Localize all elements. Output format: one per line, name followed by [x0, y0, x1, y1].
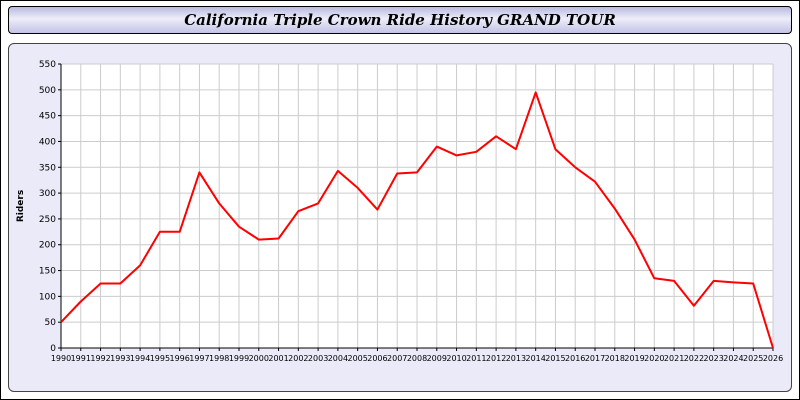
x-tick-label: 2025 [743, 354, 763, 363]
y-tick-label: 300 [39, 189, 56, 199]
x-tick-label: 2010 [446, 354, 466, 363]
x-tick-label: 1995 [150, 354, 170, 363]
x-tick-label: 1990 [51, 354, 71, 363]
y-tick-label: 500 [39, 86, 56, 96]
x-tick-label: 2022 [684, 354, 704, 363]
x-tick-label: 2001 [268, 354, 288, 363]
x-tick-label: 2003 [308, 354, 328, 363]
x-tick-label: 2007 [387, 354, 407, 363]
y-axis-title: Riders [16, 190, 26, 222]
x-tick-label: 1996 [169, 354, 189, 363]
x-tick-label: 2002 [288, 354, 308, 363]
y-tick-label: 550 [39, 60, 56, 70]
x-tick-label: 2026 [763, 354, 783, 363]
chart-title: California Triple Crown Ride History GRA… [184, 11, 616, 29]
x-tick-label: 2021 [664, 354, 684, 363]
x-tick-label: 2023 [703, 354, 723, 363]
x-tick-label: 1993 [110, 354, 130, 363]
x-tick-label: 1994 [130, 354, 150, 363]
x-tick-label: 2004 [328, 354, 348, 363]
x-tick-label: 1997 [189, 354, 209, 363]
x-tick-label: 2009 [427, 354, 447, 363]
x-tick-label: 2019 [624, 354, 644, 363]
y-tick-label: 250 [39, 215, 56, 225]
x-tick-label: 2006 [367, 354, 387, 363]
chart-title-bar: California Triple Crown Ride History GRA… [8, 6, 792, 34]
y-tick-label: 0 [50, 344, 56, 354]
x-tick-label: 2014 [525, 354, 545, 363]
x-tick-label: 2017 [585, 354, 605, 363]
x-tick-label: 2011 [466, 354, 486, 363]
y-tick-label: 100 [39, 292, 56, 302]
x-tick-label: 2015 [545, 354, 565, 363]
y-tick-label: 350 [39, 163, 56, 173]
x-tick-label: 2005 [347, 354, 367, 363]
y-tick-label: 400 [39, 137, 56, 147]
x-tick-label: 1998 [209, 354, 229, 363]
y-tick-label: 150 [39, 267, 56, 277]
y-tick-label: 450 [39, 112, 56, 122]
x-tick-label: 2016 [565, 354, 585, 363]
y-tick-label: 50 [45, 318, 57, 328]
x-tick-label: 2012 [486, 354, 506, 363]
x-tick-label: 2020 [644, 354, 664, 363]
x-tick-label: 1991 [71, 354, 91, 363]
x-tick-label: 1999 [229, 354, 249, 363]
x-tick-label: 1992 [90, 354, 110, 363]
x-tick-label: 2008 [407, 354, 427, 363]
y-tick-label: 200 [39, 241, 56, 251]
x-tick-label: 2018 [605, 354, 625, 363]
riders-series-line [60, 91, 774, 349]
chart-panel: 0 50 100 150 200 250 300 350 400 450 500 550 1990 199… [8, 43, 792, 392]
x-tick-label: 2013 [506, 354, 526, 363]
x-tick-label: 2000 [249, 354, 269, 363]
x-tick-label: 2024 [723, 354, 743, 363]
